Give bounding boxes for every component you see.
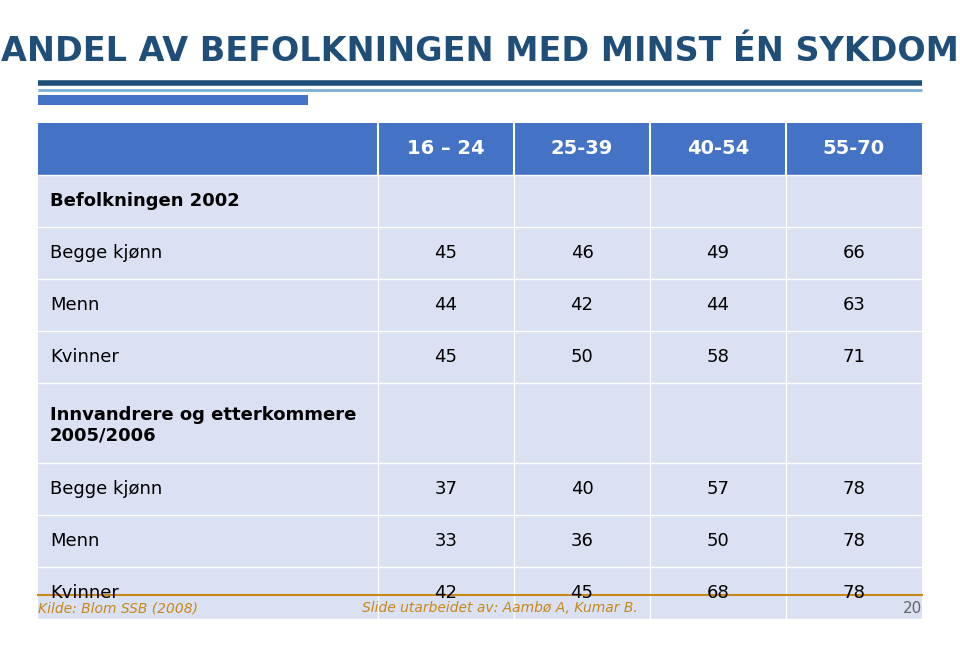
Text: 49: 49: [707, 244, 730, 262]
Text: 25-39: 25-39: [551, 140, 613, 159]
Text: 63: 63: [843, 296, 865, 314]
Text: 55-70: 55-70: [823, 140, 885, 159]
Text: Kvinner: Kvinner: [50, 348, 119, 366]
Text: 68: 68: [707, 584, 730, 602]
Text: Menn: Menn: [50, 296, 100, 314]
Text: 78: 78: [843, 532, 865, 550]
Bar: [38, 331, 922, 383]
Text: 78: 78: [843, 480, 865, 498]
Text: 45: 45: [435, 244, 458, 262]
Text: 42: 42: [435, 584, 458, 602]
Text: 58: 58: [707, 348, 730, 366]
Text: 33: 33: [435, 532, 458, 550]
Text: 50: 50: [707, 532, 730, 550]
Text: 46: 46: [570, 244, 593, 262]
Bar: [38, 279, 922, 331]
Text: 44: 44: [435, 296, 458, 314]
Text: Kilde: Blom SSB (2008): Kilde: Blom SSB (2008): [38, 601, 198, 615]
Text: 2005/2006: 2005/2006: [50, 426, 156, 444]
Text: Innvandrere og etterkommere: Innvandrere og etterkommere: [50, 406, 356, 424]
Text: Menn: Menn: [50, 532, 100, 550]
Text: 45: 45: [435, 348, 458, 366]
Text: 50: 50: [570, 348, 593, 366]
Text: 40-54: 40-54: [686, 140, 749, 159]
Text: Begge kjønn: Begge kjønn: [50, 244, 162, 262]
Bar: [38, 515, 922, 567]
Text: 42: 42: [570, 296, 593, 314]
Text: 44: 44: [707, 296, 730, 314]
Text: 78: 78: [843, 584, 865, 602]
Bar: [38, 463, 922, 515]
Text: ANDEL AV BEFOLKNINGEN MED MINST ÉN SYKDOM: ANDEL AV BEFOLKNINGEN MED MINST ÉN SYKDO…: [1, 35, 959, 68]
Bar: [38, 175, 922, 227]
Bar: [38, 95, 308, 105]
Bar: [38, 227, 922, 279]
Bar: [38, 383, 922, 463]
Text: 40: 40: [570, 480, 593, 498]
Text: 45: 45: [570, 584, 593, 602]
Text: Befolkningen 2002: Befolkningen 2002: [50, 192, 240, 210]
Text: Kvinner: Kvinner: [50, 584, 119, 602]
Bar: [38, 123, 922, 175]
Text: 16 – 24: 16 – 24: [407, 140, 485, 159]
Text: 37: 37: [435, 480, 458, 498]
Bar: [38, 567, 922, 619]
Text: Slide utarbeidet av: Aambø A, Kumar B.: Slide utarbeidet av: Aambø A, Kumar B.: [362, 601, 637, 615]
Text: 36: 36: [570, 532, 593, 550]
Text: 57: 57: [707, 480, 730, 498]
Text: Begge kjønn: Begge kjønn: [50, 480, 162, 498]
Text: 66: 66: [843, 244, 865, 262]
Text: 20: 20: [902, 601, 922, 616]
Text: 71: 71: [843, 348, 865, 366]
